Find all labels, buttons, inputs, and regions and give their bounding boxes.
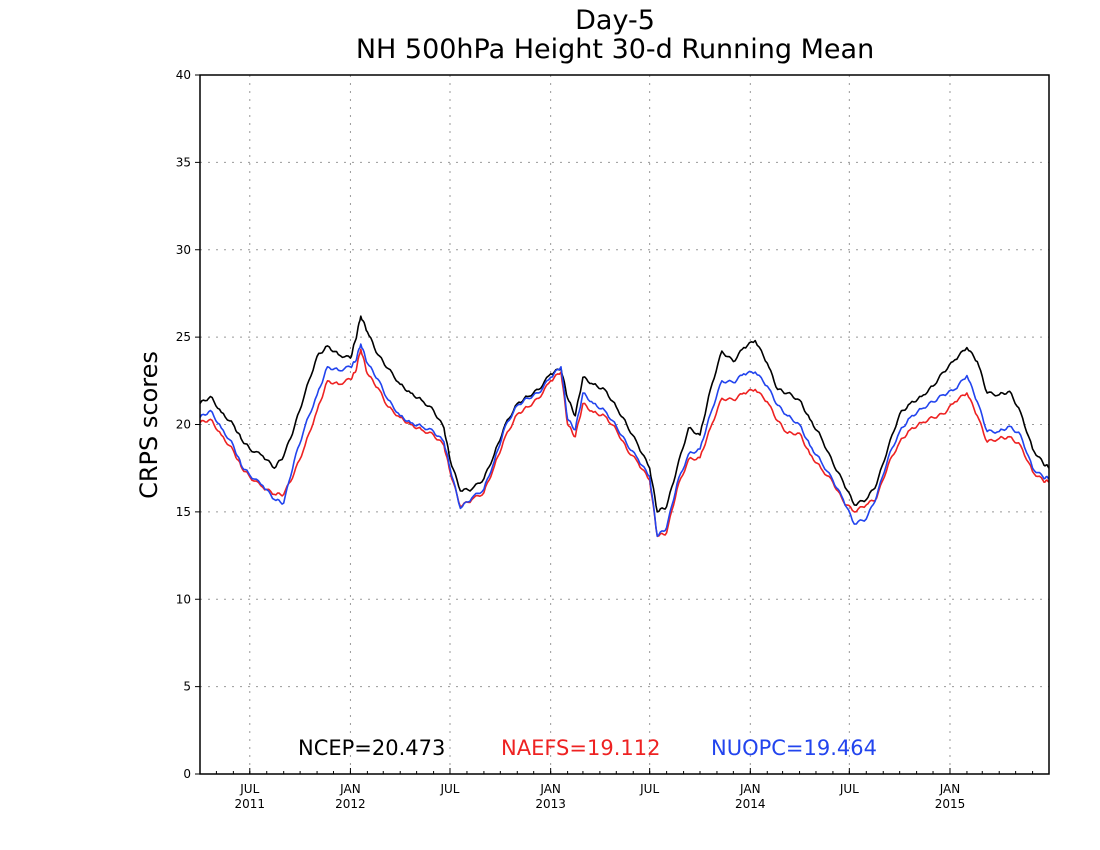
y-tick-label: 5 [183, 680, 191, 694]
y-tick-label: 15 [176, 505, 191, 519]
series-lines [199, 315, 1050, 538]
x-tick-month-label: JAN [739, 782, 761, 796]
y-axis-ticks: 0 5 10 15 20 25 30 35 40 [176, 68, 200, 781]
x-tick-year-label: 2012 [335, 797, 366, 811]
legend-entry-nuopc: NUOPC=19.464 [711, 736, 877, 760]
series-line-nuopc [199, 343, 1050, 538]
x-tick-year-label: 2013 [535, 797, 566, 811]
y-tick-label: 20 [176, 418, 191, 432]
y-tick-label: 0 [183, 767, 191, 781]
x-tick-month-label: JUL [639, 782, 659, 796]
x-tick-month-label: JUL [439, 782, 459, 796]
x-tick-year-label: 2011 [235, 797, 266, 811]
chart-title: Day-5 [575, 5, 655, 36]
y-axis-label: CRPS scores [135, 351, 163, 499]
y-tick-label: 30 [176, 243, 191, 257]
legend-entry-naefs: NAEFS=19.112 [501, 736, 660, 760]
chart-subtitle: NH 500hPa Height 30-d Running Mean [356, 34, 874, 65]
y-tick-label: 35 [176, 155, 191, 169]
x-tick-month-label: JAN [539, 782, 561, 796]
x-tick-month-label: JAN [339, 782, 361, 796]
legend-entry-ncep: NCEP=20.473 [298, 736, 445, 760]
y-tick-label: 25 [176, 330, 191, 344]
x-tick-year-label: 2015 [935, 797, 966, 811]
x-tick-month-label: JAN [939, 782, 961, 796]
x-tick-month-label: JUL [839, 782, 859, 796]
x-tick-month-label: JUL [239, 782, 259, 796]
series-line-ncep [199, 315, 1050, 513]
legend: NCEP=20.473 NAEFS=19.112 NUOPC=19.464 [298, 736, 877, 760]
grid [200, 75, 1049, 774]
y-tick-label: 40 [176, 68, 191, 82]
x-tick-year-label: 2014 [735, 797, 766, 811]
series-line-naefs [199, 348, 1050, 538]
y-tick-label: 10 [176, 592, 191, 606]
